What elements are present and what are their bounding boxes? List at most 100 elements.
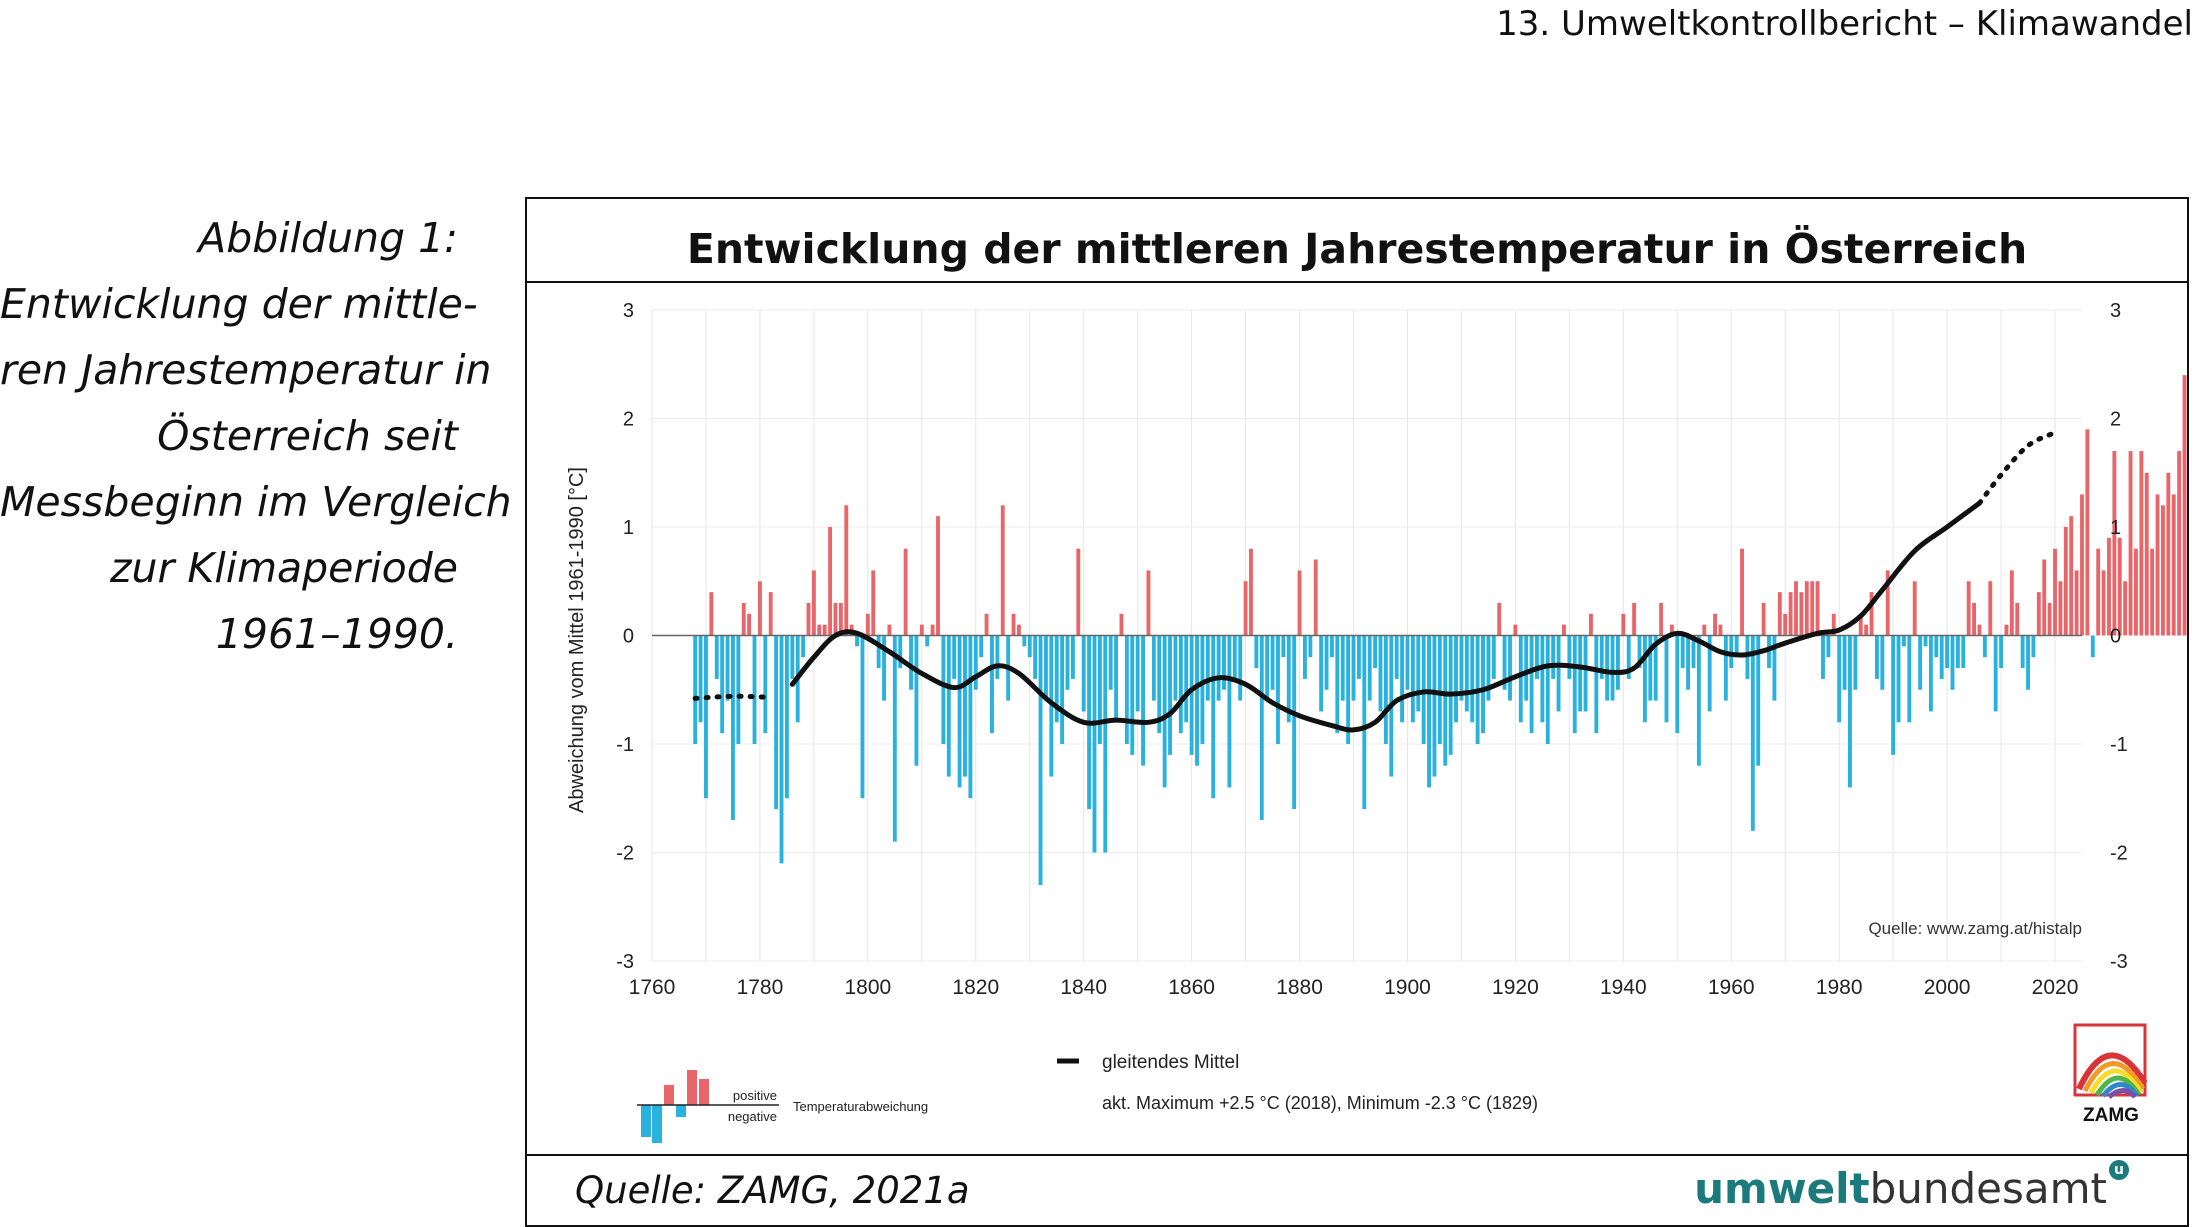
temperature-bar xyxy=(1081,635,1086,712)
temperature-bar xyxy=(1356,635,1361,679)
temperature-bar xyxy=(952,635,957,679)
temperature-bar xyxy=(774,635,779,810)
temperature-bar xyxy=(2144,472,2149,636)
temperature-bar xyxy=(1211,635,1216,799)
temperature-bar xyxy=(1583,635,1588,712)
temperature-bar xyxy=(1772,635,1777,701)
temperature-bar xyxy=(1065,635,1070,690)
temperature-bar xyxy=(1982,635,1987,658)
temperature-bar xyxy=(1027,635,1032,658)
temperature-bar xyxy=(1621,613,1626,636)
temperature-bar xyxy=(1303,635,1307,679)
temperature-bar xyxy=(2117,537,2122,636)
temperature-bar xyxy=(1966,581,1971,636)
legend-neg-bar xyxy=(641,1105,651,1137)
temperature-bar xyxy=(1605,635,1610,701)
temperature-bar xyxy=(1097,635,1102,744)
temperature-bar xyxy=(1875,635,1879,679)
temperature-bar xyxy=(1659,602,1664,636)
zamg-logo-text: ZAMG xyxy=(2083,1105,2139,1126)
temperature-bar xyxy=(1923,635,1928,647)
temperature-bar xyxy=(1999,635,2003,669)
temperature-bar xyxy=(1783,613,1788,636)
temperature-bar xyxy=(1216,635,1221,701)
temperature-bar xyxy=(2150,548,2155,636)
x-tick-label: 1820 xyxy=(952,976,999,999)
legend-line-label: gleitendes Mittel xyxy=(1102,1052,1239,1073)
logo-mark: u xyxy=(2109,1160,2129,1180)
temperature-bar xyxy=(1486,635,1491,701)
temperature-bar xyxy=(1821,635,1825,679)
temperature-bar xyxy=(2177,451,2182,636)
temperature-bar xyxy=(1508,635,1512,701)
temperature-bar xyxy=(1961,635,1966,669)
temperature-bar xyxy=(693,635,698,744)
logo-word-bundesamt: bundesamt xyxy=(1869,1164,2107,1213)
temperature-bar xyxy=(1540,635,1545,723)
temperature-bar xyxy=(1686,635,1691,690)
temperature-bar xyxy=(1858,613,1863,636)
temperature-bar xyxy=(2112,451,2117,636)
temperature-bar xyxy=(1535,635,1539,679)
temperature-bar xyxy=(2134,548,2138,636)
temperature-bar xyxy=(747,613,752,636)
temperature-bar xyxy=(1313,559,1318,636)
temperature-bar xyxy=(1880,635,1885,690)
temperature-bar xyxy=(2009,570,2014,636)
temperature-bar xyxy=(1696,635,1701,766)
logo-word-umwelt: umwelt xyxy=(1694,1164,1870,1213)
figure-box: Entwicklung der mittleren Jahrestemperat… xyxy=(525,197,2189,1227)
temperature-bar xyxy=(1756,635,1761,766)
temperature-bar xyxy=(1777,592,1782,636)
temperature-bar xyxy=(2031,635,2036,658)
temperature-bar xyxy=(892,635,897,842)
x-tick-label: 1780 xyxy=(737,976,784,999)
temperature-bar xyxy=(1114,635,1119,723)
temperature-bar xyxy=(844,505,849,636)
temperature-bar xyxy=(2058,581,2063,636)
temperature-bar xyxy=(1848,635,1852,788)
temperature-bar xyxy=(1238,635,1243,701)
temperature-bar xyxy=(1146,570,1151,636)
temperature-bar xyxy=(1723,635,1728,701)
temperature-bar xyxy=(1394,635,1399,679)
temperature-bar xyxy=(2155,494,2160,636)
temperature-bar xyxy=(1767,635,1771,669)
x-tick-label: 1960 xyxy=(1708,976,1755,999)
temperature-bar xyxy=(1410,635,1415,723)
temperature-bar xyxy=(1734,635,1739,658)
temperature-bar xyxy=(1977,624,1982,636)
temperature-bar xyxy=(1135,635,1140,712)
temperature-bar xyxy=(1011,613,1016,636)
zamg-logo-arc xyxy=(2088,1068,2144,1095)
temperature-bar xyxy=(1141,635,1145,766)
temperature-bar xyxy=(2004,624,2009,636)
temperature-bar xyxy=(1222,635,1226,690)
temperature-bar xyxy=(1815,581,1820,636)
temperature-bar xyxy=(1918,635,1923,690)
temperature-bar xyxy=(1205,635,1210,701)
x-tick-label: 1840 xyxy=(1060,976,1107,999)
y-tick-label: -3 xyxy=(616,951,634,973)
temperature-bar xyxy=(1119,613,1124,636)
x-tick-label: 1760 xyxy=(629,976,676,999)
caption-line: Messbeginn im Vergleich xyxy=(0,478,512,526)
temperature-bar xyxy=(1151,635,1156,701)
zamg-logo-arc xyxy=(2101,1082,2140,1098)
temperature-bar xyxy=(1669,624,1674,636)
x-tick-label: 1980 xyxy=(1816,976,1863,999)
temperature-bar xyxy=(709,592,714,636)
temperature-bar xyxy=(1928,635,1933,712)
temperature-bar xyxy=(1589,613,1593,636)
source-divider xyxy=(527,1154,2187,1156)
temperature-bar xyxy=(1470,635,1475,723)
y-tick-label: -1 xyxy=(616,734,634,756)
temperature-bar xyxy=(2171,494,2176,636)
y-tick-label-right: 2 xyxy=(2110,409,2121,431)
temperature-bar xyxy=(968,635,973,799)
temperature-bar xyxy=(1070,635,1075,679)
temperature-bar xyxy=(2042,559,2047,636)
chart-title: Entwicklung der mittleren Jahrestemperat… xyxy=(686,225,2028,273)
x-tick-label: 2000 xyxy=(1924,976,1971,999)
legend-bars-label: Temperaturabweichung xyxy=(793,1099,928,1114)
